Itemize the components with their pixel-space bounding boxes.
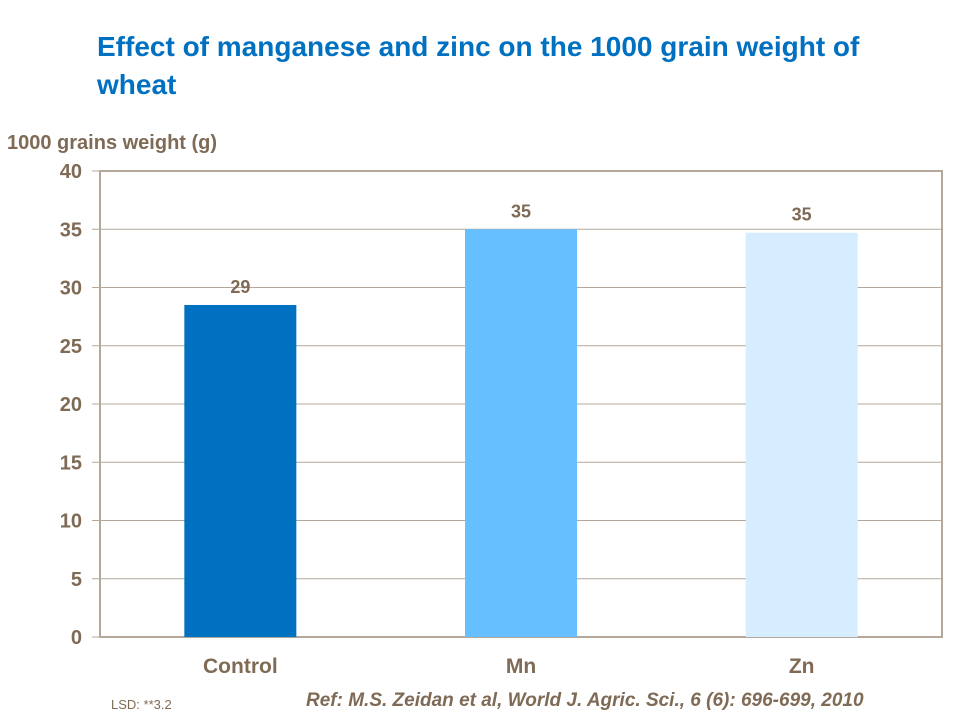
- y-tick-label: 5: [71, 569, 82, 591]
- lsd-note: LSD: **3.2: [111, 697, 172, 712]
- y-tick-label: 15: [60, 452, 82, 474]
- data-label: 35: [511, 201, 531, 221]
- data-label: 35: [792, 205, 812, 225]
- y-tick-label: 35: [60, 219, 82, 241]
- bar-control: [184, 304, 297, 637]
- reference: Ref: M.S. Zeidan et al, World J. Agric. …: [306, 690, 864, 711]
- chart-title: Effect of manganese and zinc on the 1000…: [97, 31, 860, 100]
- y-tick-label: 25: [60, 336, 82, 358]
- y-tick-label: 10: [60, 511, 82, 533]
- bar-zn: [745, 232, 858, 637]
- x-tick-label: Control: [203, 655, 278, 678]
- bar-mn: [465, 229, 577, 637]
- y-tick-label: 30: [60, 278, 82, 300]
- x-tick-label: Zn: [789, 655, 815, 678]
- data-label: 29: [230, 277, 250, 297]
- y-tick-label: 40: [60, 161, 82, 183]
- y-axis-label: 1000 grains weight (g): [7, 132, 218, 154]
- y-tick-label: 0: [71, 627, 82, 649]
- x-tick-label: Mn: [506, 655, 536, 678]
- y-tick-label: 20: [60, 394, 82, 416]
